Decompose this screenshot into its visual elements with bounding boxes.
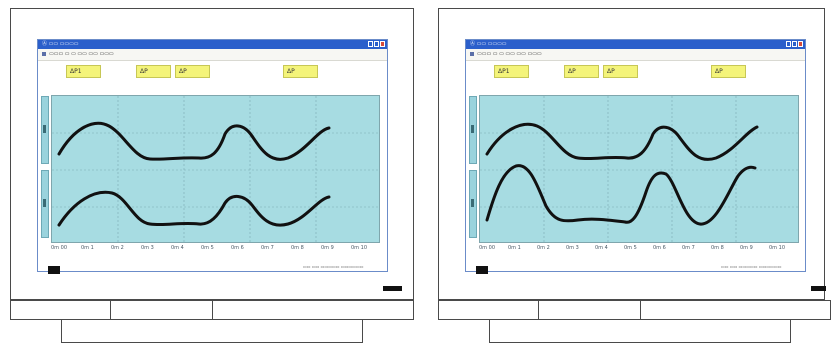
axis-label-mark — [471, 199, 474, 207]
x-tick-label: 0m 5 — [624, 245, 637, 251]
close-icon[interactable] — [798, 41, 803, 47]
left-value-box-2[interactable]: ΔP — [136, 65, 171, 78]
right-window-title: Ⓐ ▭▭ ▭▭▭▭ — [470, 41, 507, 47]
right-monitor-base-bar — [438, 300, 831, 320]
x-tick-label: 0m 5 — [201, 245, 214, 251]
right-base-divider-2 — [640, 300, 641, 320]
x-tick-label: 0m 1 — [508, 245, 521, 251]
x-tick-label: 0m 00 — [479, 245, 496, 251]
left-value-box-4[interactable]: ΔP — [283, 65, 318, 78]
left-monitor-indicator — [48, 266, 60, 274]
left-power-button[interactable] — [383, 286, 402, 291]
right-app-window: Ⓐ ▭▭ ▭▭▭▭ ▭▭▭ ▭ ▭ ▭▭ ▭▭ ▭▭▭ ΔP1 ΔP ΔP ΔP — [465, 39, 806, 272]
right-titlebar: Ⓐ ▭▭ ▭▭▭▭ — [466, 40, 805, 49]
left-toolbar-text: ▭▭▭ ▭ ▭ ▭▭ ▭▭ ▭▭▭ — [49, 51, 114, 57]
left-window-title: Ⓐ ▭▭ ▭▭▭▭ — [42, 41, 79, 47]
left-monitor-foot — [61, 320, 363, 343]
right-plot-area[interactable] — [479, 95, 799, 243]
left-value-box-1[interactable]: ΔP1 — [66, 65, 101, 78]
close-icon[interactable] — [380, 41, 385, 47]
right-power-button[interactable] — [811, 286, 826, 291]
left-lower-trace — [57, 190, 331, 227]
x-tick-label: 0m 2 — [537, 245, 550, 251]
x-tick-label: 0m 6 — [653, 245, 666, 251]
x-tick-label: 0m 8 — [711, 245, 724, 251]
toolbar-icon[interactable] — [470, 52, 474, 56]
x-tick-label: 0m 7 — [682, 245, 695, 251]
left-plot-area[interactable] — [51, 95, 380, 243]
axis-label-mark — [43, 199, 46, 207]
minimize-icon[interactable] — [786, 41, 791, 47]
right-value-box-4[interactable]: ΔP — [711, 65, 746, 78]
right-upper-trace — [485, 122, 759, 161]
right-upper-axis-strip[interactable] — [469, 96, 477, 164]
left-app-window: Ⓐ ▭▭ ▭▭▭▭ ▭▭▭ ▭ ▭ ▭▭ ▭▭ ▭▭▭ ΔP1 ΔP ΔP ΔP — [37, 39, 388, 272]
x-tick-label: 0m 3 — [566, 245, 579, 251]
x-tick-label: 0m 00 — [51, 245, 68, 251]
right-trace-chart — [480, 96, 798, 242]
maximize-icon[interactable] — [374, 41, 379, 47]
x-tick-label: 0m 10 — [769, 245, 786, 251]
left-value-box-3[interactable]: ΔP — [175, 65, 210, 78]
x-tick-label: 0m 10 — [351, 245, 368, 251]
left-monitor: Ⓐ ▭▭ ▭▭▭▭ ▭▭▭ ▭ ▭ ▭▭ ▭▭ ▭▭▭ ΔP1 ΔP ΔP ΔP — [10, 8, 414, 300]
left-trace-chart — [52, 96, 379, 242]
x-tick-label: 0m 3 — [141, 245, 154, 251]
left-lower-axis-strip[interactable] — [41, 170, 49, 238]
left-titlebar: Ⓐ ▭▭ ▭▭▭▭ — [38, 40, 387, 49]
right-value-box-3[interactable]: ΔP — [603, 65, 638, 78]
right-monitor-foot — [489, 320, 791, 343]
left-base-divider-2 — [212, 300, 213, 320]
left-upper-axis-strip[interactable] — [41, 96, 49, 164]
x-tick-label: 0m 2 — [111, 245, 124, 251]
right-toolbar-text: ▭▭▭ ▭ ▭ ▭▭ ▭▭ ▭▭▭ — [477, 51, 542, 57]
right-monitor: Ⓐ ▭▭ ▭▭▭▭ ▭▭▭ ▭ ▭ ▭▭ ▭▭ ▭▭▭ ΔP1 ΔP ΔP ΔP — [438, 8, 826, 300]
x-tick-label: 0m 1 — [81, 245, 94, 251]
minimize-icon[interactable] — [368, 41, 373, 47]
left-upper-trace — [57, 121, 331, 161]
left-status-text: ▭▭ ▭▭ ▭▭▭▭▭ ▭▭▭▭▭▭ — [303, 264, 364, 269]
x-tick-label: 0m 9 — [321, 245, 334, 251]
x-tick-label: 0m 8 — [291, 245, 304, 251]
toolbar-icon[interactable] — [42, 52, 46, 56]
left-base-divider-1 — [110, 300, 111, 320]
right-lower-trace — [485, 164, 757, 226]
left-toolbar: ▭▭▭ ▭ ▭ ▭▭ ▭▭ ▭▭▭ — [38, 49, 387, 61]
axis-label-mark — [471, 125, 474, 133]
left-x-axis-labels: 0m 00 0m 1 0m 2 0m 3 0m 4 0m 5 0m 6 0m 7… — [51, 244, 380, 252]
x-tick-label: 0m 6 — [231, 245, 244, 251]
right-lower-axis-strip[interactable] — [469, 170, 477, 238]
right-monitor-indicator — [476, 266, 488, 274]
x-tick-label: 0m 9 — [740, 245, 753, 251]
x-tick-label: 0m 4 — [595, 245, 608, 251]
x-tick-label: 0m 7 — [261, 245, 274, 251]
right-toolbar: ▭▭▭ ▭ ▭ ▭▭ ▭▭ ▭▭▭ — [466, 49, 805, 61]
axis-label-mark — [43, 125, 46, 133]
right-value-box-1[interactable]: ΔP1 — [494, 65, 529, 78]
x-tick-label: 0m 4 — [171, 245, 184, 251]
right-base-divider-1 — [538, 300, 539, 320]
right-status-text: ▭▭ ▭▭ ▭▭▭▭▭ ▭▭▭▭▭▭ — [721, 264, 782, 269]
maximize-icon[interactable] — [792, 41, 797, 47]
right-value-box-2[interactable]: ΔP — [564, 65, 599, 78]
right-x-axis-labels: 0m 00 0m 1 0m 2 0m 3 0m 4 0m 5 0m 6 0m 7… — [479, 244, 799, 252]
